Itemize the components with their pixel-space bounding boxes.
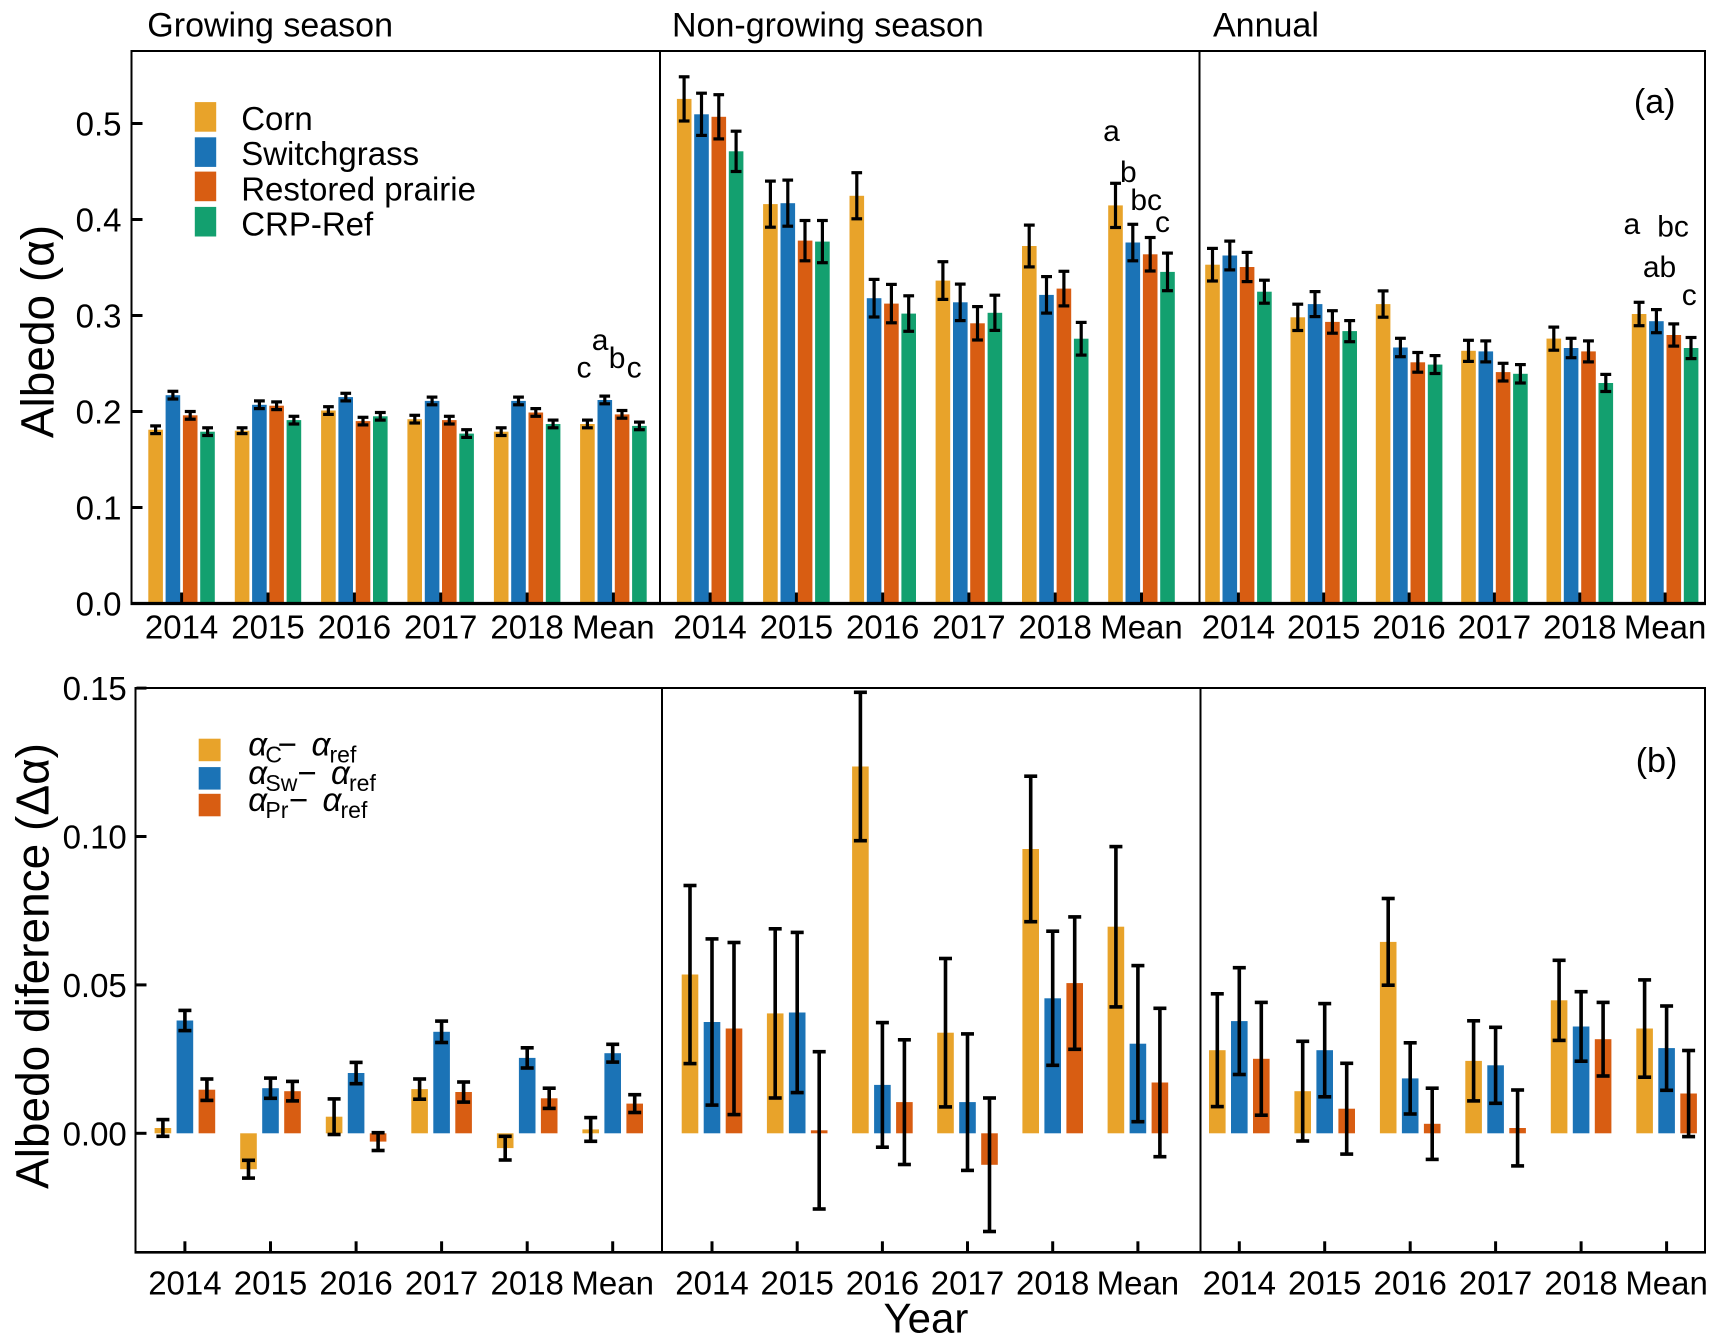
svg-text:ref: ref <box>330 742 357 768</box>
svg-text:ref: ref <box>341 797 368 823</box>
svg-text:a: a <box>1623 208 1640 241</box>
svg-text:ref: ref <box>349 770 376 796</box>
svg-text:a: a <box>592 324 609 357</box>
svg-text:2018: 2018 <box>1543 609 1616 646</box>
svg-text:Year: Year <box>883 1295 968 1340</box>
svg-text:Growing season: Growing season <box>147 7 393 45</box>
svg-text:2014: 2014 <box>1203 1265 1276 1302</box>
svg-text:2018: 2018 <box>490 609 563 646</box>
svg-text:c: c <box>1682 279 1697 312</box>
svg-text:CRP-Ref: CRP-Ref <box>241 206 374 243</box>
svg-text:2016: 2016 <box>846 1265 919 1302</box>
svg-text:Non-growing season: Non-growing season <box>672 7 984 45</box>
svg-text:0.4: 0.4 <box>76 202 122 239</box>
svg-text:2014: 2014 <box>675 1265 748 1302</box>
svg-text:0.2: 0.2 <box>76 394 122 431</box>
svg-text:Switchgrass: Switchgrass <box>241 135 419 172</box>
svg-text:2015: 2015 <box>760 609 833 646</box>
svg-text:0.1: 0.1 <box>76 490 122 527</box>
svg-text:c: c <box>1155 206 1170 239</box>
svg-text:2015: 2015 <box>1288 1265 1361 1302</box>
svg-text:2015: 2015 <box>1287 609 1360 646</box>
svg-text:0.05: 0.05 <box>63 967 127 1004</box>
svg-text:2014: 2014 <box>145 609 218 646</box>
svg-text:2016: 2016 <box>319 1265 392 1302</box>
svg-text:2015: 2015 <box>234 1265 307 1302</box>
svg-text:2017: 2017 <box>931 1265 1004 1302</box>
svg-text:c: c <box>627 352 642 385</box>
svg-text:0.00: 0.00 <box>63 1115 127 1152</box>
svg-text:2017: 2017 <box>405 1265 478 1302</box>
svg-text:Albedo (α): Albedo (α) <box>12 225 64 438</box>
svg-text:2016: 2016 <box>846 609 919 646</box>
svg-text:b: b <box>1120 156 1137 189</box>
svg-text:2018: 2018 <box>1018 609 1091 646</box>
svg-text:Restored prairie: Restored prairie <box>241 170 476 207</box>
svg-text:C: C <box>265 742 282 768</box>
svg-text:Mean: Mean <box>1097 1265 1180 1302</box>
svg-text:bc: bc <box>1657 211 1689 244</box>
svg-text:Albedo diference (Δα): Albedo diference (Δα) <box>7 743 59 1189</box>
svg-text:2015: 2015 <box>760 1265 833 1302</box>
svg-text:2014: 2014 <box>673 609 746 646</box>
svg-text:0.10: 0.10 <box>63 819 127 856</box>
svg-text:Sw: Sw <box>265 770 297 796</box>
svg-text:b: b <box>609 342 626 375</box>
svg-text:α: α <box>248 726 268 763</box>
svg-text:Mean: Mean <box>1625 1265 1708 1302</box>
svg-text:2017: 2017 <box>1458 609 1531 646</box>
svg-text:2017: 2017 <box>404 609 477 646</box>
svg-text:α: α <box>248 781 268 818</box>
svg-text:Mean: Mean <box>571 1265 654 1302</box>
svg-text:2015: 2015 <box>231 609 304 646</box>
svg-text:α: α <box>312 726 332 763</box>
svg-text:(a): (a) <box>1634 83 1676 121</box>
svg-text:2016: 2016 <box>1372 609 1445 646</box>
svg-text:−: − <box>278 726 297 763</box>
svg-text:2017: 2017 <box>932 609 1005 646</box>
svg-text:2016: 2016 <box>318 609 391 646</box>
svg-text:α: α <box>331 754 351 791</box>
svg-text:Pr: Pr <box>265 797 288 823</box>
svg-text:2016: 2016 <box>1373 1265 1446 1302</box>
svg-text:0.3: 0.3 <box>76 298 122 335</box>
svg-text:Corn: Corn <box>241 100 313 137</box>
svg-text:a: a <box>1103 115 1120 148</box>
svg-text:0.0: 0.0 <box>76 586 122 623</box>
svg-text:2018: 2018 <box>490 1265 563 1302</box>
svg-text:2014: 2014 <box>148 1265 221 1302</box>
svg-text:c: c <box>577 352 592 385</box>
svg-text:2014: 2014 <box>1202 609 1275 646</box>
svg-text:bc: bc <box>1130 184 1162 217</box>
svg-text:−: − <box>289 781 308 818</box>
svg-text:Mean: Mean <box>1100 609 1183 646</box>
svg-text:ab: ab <box>1643 251 1676 284</box>
svg-text:Mean: Mean <box>572 609 655 646</box>
svg-text:(b): (b) <box>1636 742 1678 780</box>
svg-text:2018: 2018 <box>1016 1265 1089 1302</box>
svg-text:0.15: 0.15 <box>63 670 127 707</box>
svg-text:2017: 2017 <box>1459 1265 1532 1302</box>
svg-text:α: α <box>248 754 268 791</box>
svg-text:2018: 2018 <box>1544 1265 1617 1302</box>
svg-text:α: α <box>323 781 343 818</box>
svg-text:−: − <box>298 754 317 791</box>
svg-text:0.5: 0.5 <box>76 106 122 143</box>
svg-text:Mean: Mean <box>1624 609 1707 646</box>
svg-text:Annual: Annual <box>1213 7 1319 45</box>
